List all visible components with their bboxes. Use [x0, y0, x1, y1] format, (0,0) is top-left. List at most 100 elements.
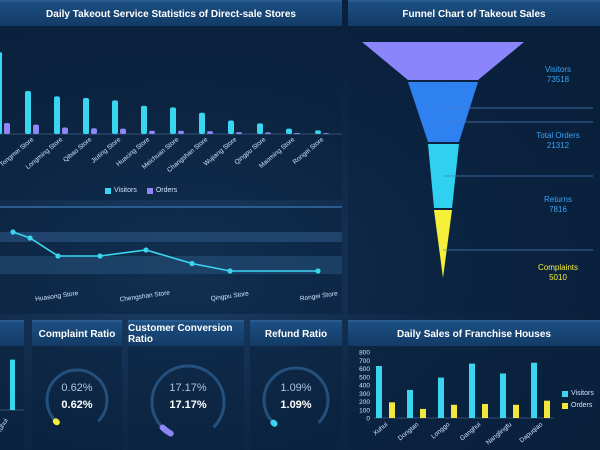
partial-bar-chart: Xuhui	[0, 359, 24, 436]
conversion-title: Customer Conversion Ratio	[128, 322, 244, 346]
y-tick-label: 400	[359, 383, 370, 390]
line-point	[10, 229, 16, 235]
funnel-value: 5010	[549, 273, 567, 282]
bar-orders	[33, 124, 39, 134]
bar-orders	[482, 403, 488, 418]
bar-orders	[265, 132, 271, 134]
y-tick-label: 700	[359, 358, 370, 365]
legend-visitors[interactable]: Visitors	[105, 187, 137, 194]
bar-visitors	[141, 105, 147, 134]
refund-value-shadow: 1.09%	[280, 382, 311, 394]
band	[0, 232, 342, 242]
line-point	[55, 253, 61, 259]
y-tick-label: 200	[359, 399, 370, 406]
bar-orders	[544, 400, 550, 418]
complaint-value: 0.62%	[61, 399, 92, 411]
x-tick-label: Dongtan	[397, 421, 421, 442]
partial-bar-panel: Xuhui	[0, 320, 24, 450]
bar-visitors	[54, 96, 60, 134]
bar-orders	[389, 402, 395, 418]
x-tick-label: Rongei Store	[292, 136, 326, 166]
conversion-gauge: 17.17% 17.17%	[150, 364, 226, 437]
bar-orders	[451, 404, 457, 418]
bar-orders	[513, 404, 519, 418]
gauge-fill	[159, 424, 174, 437]
bar-visitors	[376, 366, 382, 418]
refund-panel: Refund Ratio 1.09% 1.09%	[250, 320, 342, 450]
gauge-fill	[270, 419, 278, 427]
bar-visitors	[469, 363, 475, 418]
funnel-segment	[408, 82, 478, 142]
x-tick-label: Chengshan Store	[119, 289, 170, 303]
x-tick-label: Xuhui	[372, 421, 389, 437]
legend-franchise-orders[interactable]: Orders	[562, 400, 594, 412]
line-point	[27, 235, 33, 241]
series-line	[12, 231, 318, 272]
complaint-gauge: 0.62% 0.62%	[45, 368, 109, 426]
bar-visitors	[438, 377, 444, 418]
bar-visitors	[315, 130, 321, 134]
x-tick-label: Xuhui	[0, 418, 10, 436]
franchise-legend: Visitors Orders	[562, 388, 594, 412]
refund-title: Refund Ratio	[250, 322, 342, 346]
line-point	[143, 247, 149, 253]
bar-visitors	[0, 52, 2, 134]
funnel-label: Total Orders	[536, 131, 580, 140]
x-tick-label: Nanglingfu	[485, 421, 514, 447]
x-tick-label: Dapuqiao	[518, 421, 544, 444]
line-point	[227, 268, 233, 274]
bar-orders	[120, 128, 126, 134]
bar-visitors	[199, 112, 205, 134]
bar-orders	[4, 122, 10, 134]
bar-visitors	[228, 120, 234, 134]
complaint-panel: Complaint Ratio 0.62% 0.62%	[32, 320, 122, 450]
gauge-track	[150, 364, 226, 429]
store-line-panel: Huasong Store Chengshan Store Qingpu Store…	[0, 206, 342, 314]
refund-value: 1.09%	[280, 399, 311, 411]
legend-orders[interactable]: Orders	[146, 187, 177, 194]
bar-orders	[62, 127, 68, 134]
line-point	[315, 268, 321, 274]
line-point	[189, 260, 195, 267]
funnel-panel: Funnel Chart of Takeout Sales Visitors 73…	[348, 0, 600, 314]
gauge-fill	[52, 418, 60, 426]
funnel-segment	[362, 42, 524, 80]
bar-orders	[420, 408, 426, 418]
bar-visitors	[286, 128, 292, 134]
y-tick-label: 0	[366, 416, 370, 423]
bar-orders	[149, 130, 155, 134]
bar-visitors	[531, 362, 537, 418]
bar-orders	[294, 132, 300, 134]
y-tick-label: 500	[359, 374, 370, 381]
conversion-value-shadow: 17.17%	[169, 382, 207, 394]
bar-visitors	[257, 123, 263, 134]
direct-stores-title: Daily Takeout Service Statistics of Dire…	[0, 2, 342, 26]
band	[0, 256, 342, 274]
complaint-title: Complaint Ratio	[32, 322, 122, 346]
funnel-label: Visitors	[545, 65, 571, 74]
funnel-value: 21312	[547, 141, 570, 150]
funnel-label: Returns	[544, 195, 572, 204]
x-tick-label: Qingpu Store	[210, 290, 249, 302]
bar-visitors	[500, 373, 506, 418]
direct-stores-legend: Visitors Orders	[105, 187, 177, 194]
bar-visitors	[10, 359, 15, 410]
legend-franchise-visitors[interactable]: Visitors	[562, 388, 594, 400]
funnel-segment	[434, 210, 452, 278]
store-line-chart: Huasong Store Chengshan Store Qingpu Store…	[0, 229, 342, 304]
funnel-title: Funnel Chart of Takeout Sales	[348, 2, 600, 26]
y-tick-label: 600	[359, 366, 370, 373]
bar-visitors	[170, 107, 176, 134]
bar-orders	[91, 128, 97, 134]
refund-gauge: 1.09% 1.09%	[262, 366, 330, 427]
y-tick-label: 300	[359, 391, 370, 398]
y-tick-label: 100	[359, 407, 370, 414]
bar-visitors	[407, 389, 413, 418]
funnel-value: 73518	[547, 75, 570, 84]
x-tick-label: Ganghui	[459, 421, 482, 442]
x-tick-label: Qibao Store	[62, 136, 93, 164]
y-tick-label: 800	[359, 350, 370, 357]
